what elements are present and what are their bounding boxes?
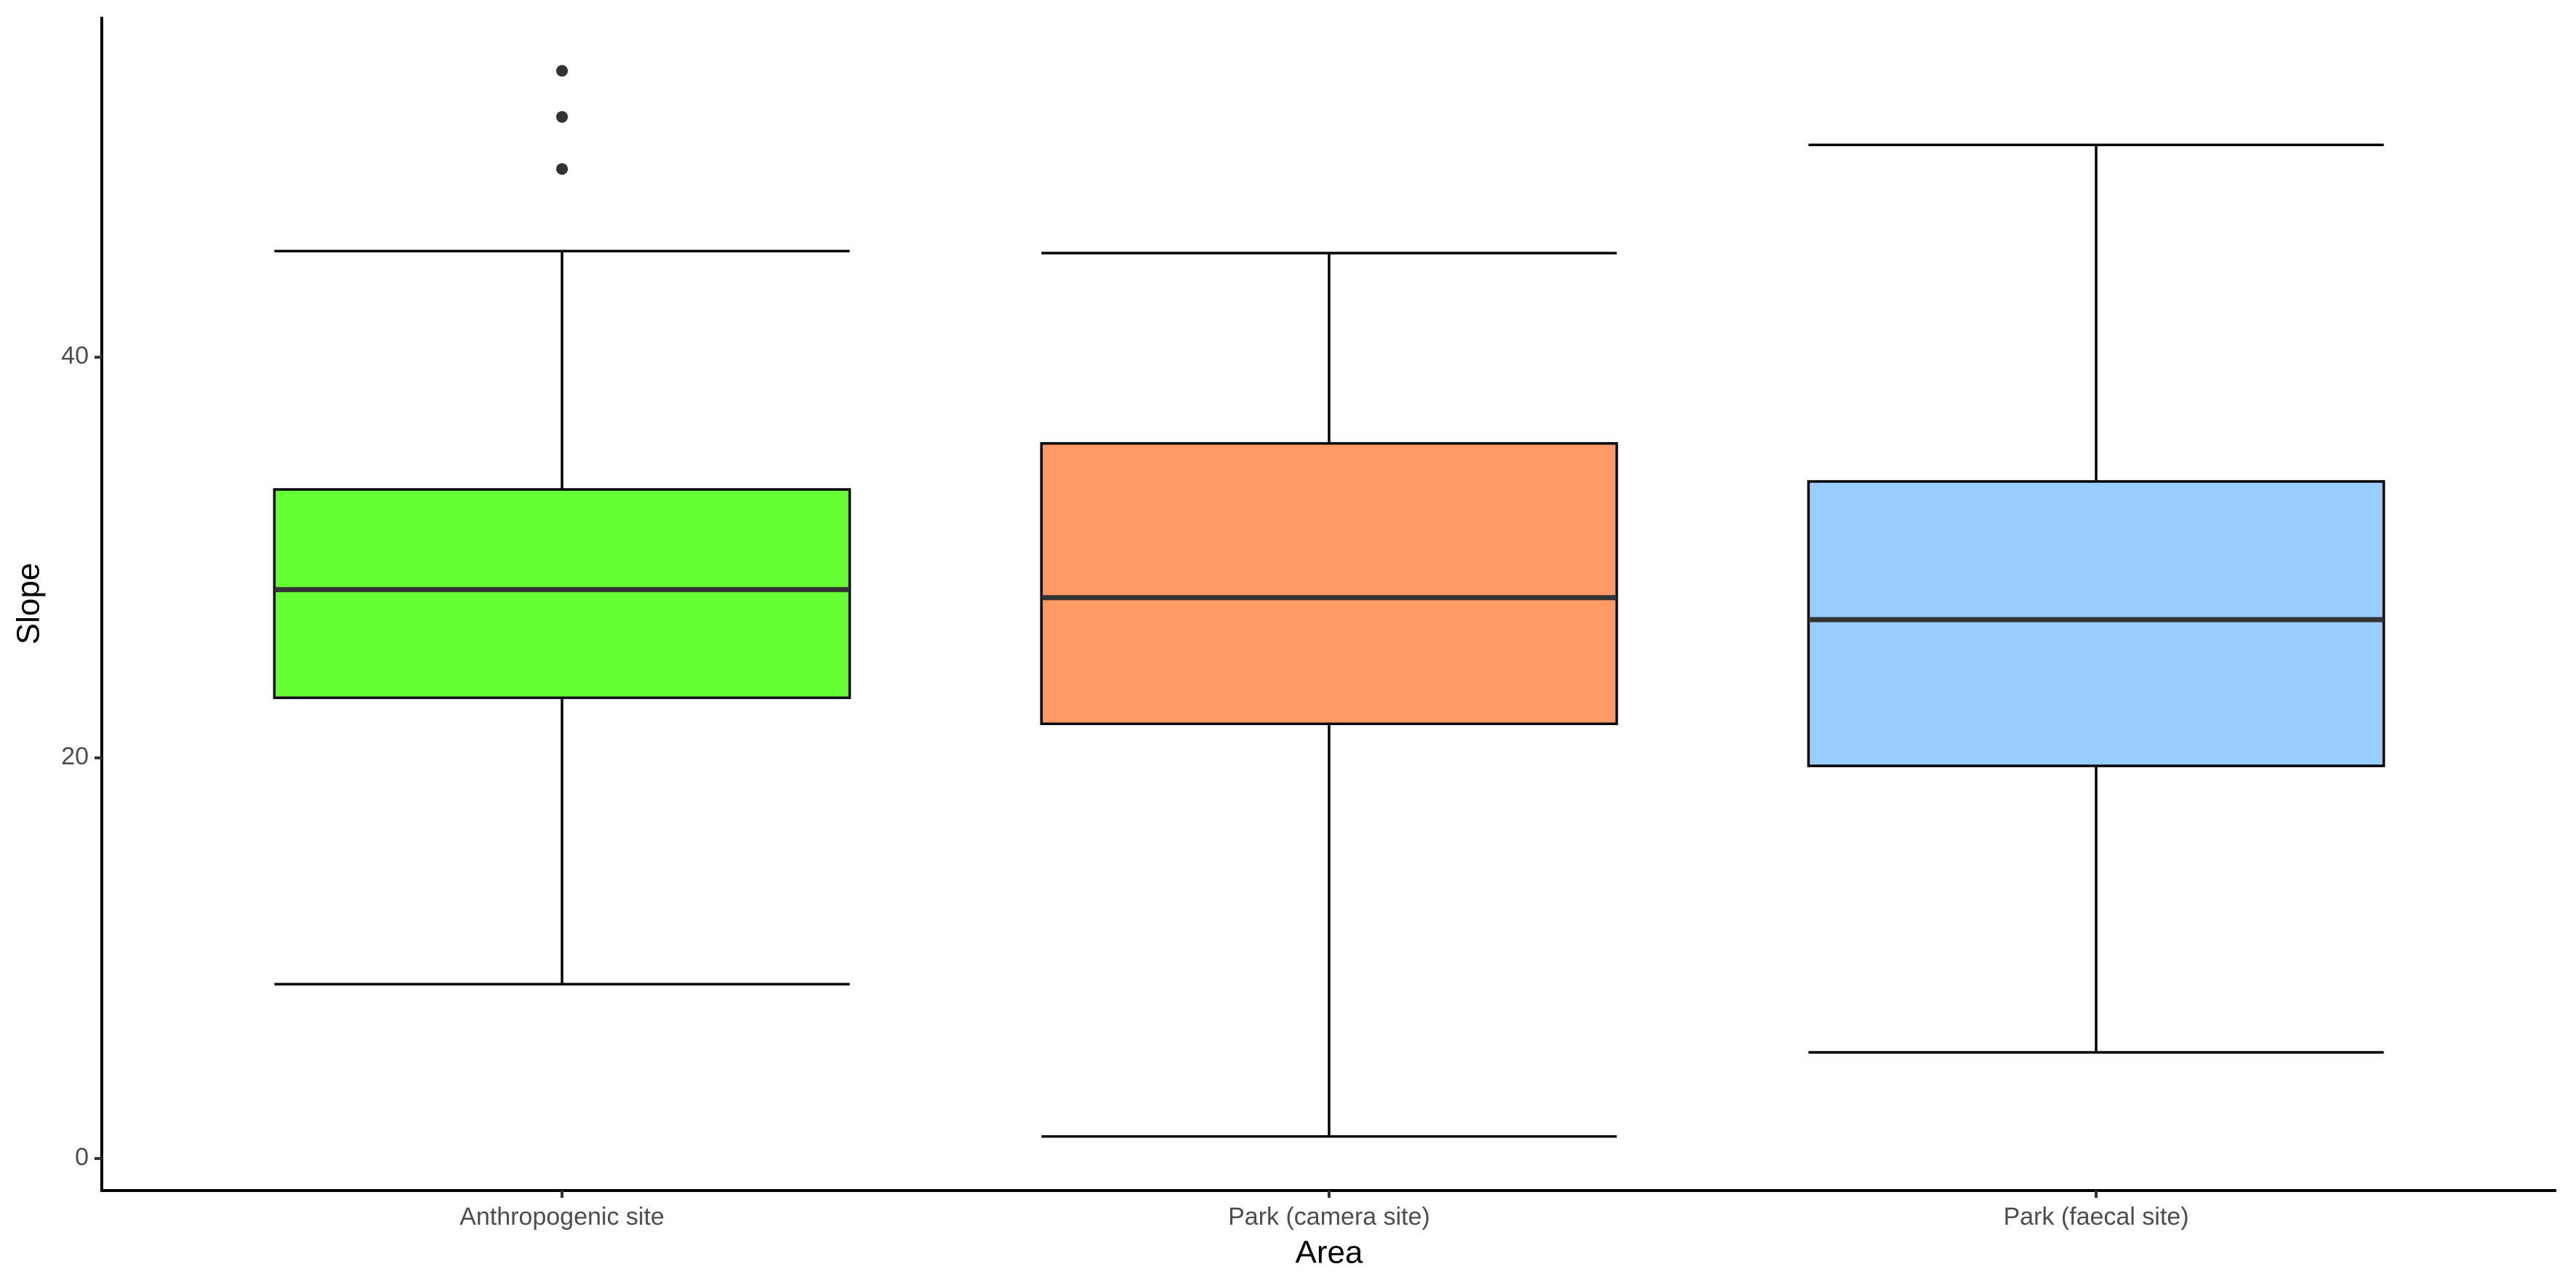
- outlier: [556, 65, 568, 77]
- outlier: [556, 163, 568, 175]
- y-axis-title: Slope: [11, 563, 47, 645]
- box: [1807, 480, 2386, 767]
- outlier: [556, 111, 568, 123]
- x-tick-label: Park (faecal site): [2003, 1203, 2188, 1231]
- y-tick-label: 40: [61, 342, 89, 369]
- x-tick-label: Anthropogenic site: [460, 1203, 665, 1231]
- y-tick-label: 20: [61, 743, 89, 770]
- x-tick-label: Park (camera site): [1228, 1203, 1430, 1231]
- box: [1040, 441, 1618, 726]
- x-axis-title: Area: [1296, 1235, 1363, 1271]
- y-tick-label: 0: [75, 1143, 89, 1171]
- box: [273, 488, 851, 700]
